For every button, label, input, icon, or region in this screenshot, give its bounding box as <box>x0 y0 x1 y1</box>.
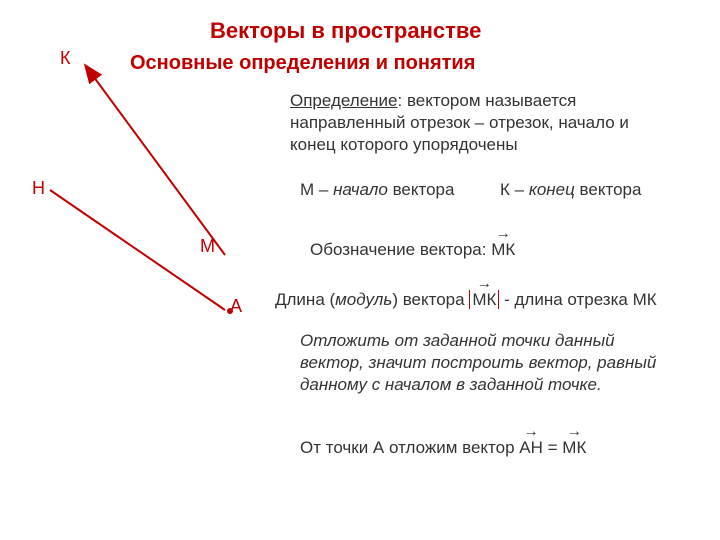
label-K: К <box>60 48 71 69</box>
label-M: М <box>200 236 215 257</box>
page-title: Векторы в пространстве <box>210 18 481 44</box>
vector-MK-final: МК <box>562 438 586 458</box>
segment-HA <box>50 190 225 310</box>
length-row: Длина (модуль) вектора МК - длина отрезк… <box>275 290 657 310</box>
def-word: Определение: вектором называется <box>290 91 576 110</box>
vector-layer <box>0 0 720 540</box>
modulus-MK: МК <box>469 290 499 309</box>
definition-block: Определение: вектором называется направл… <box>290 90 629 156</box>
vector-MK <box>85 65 225 255</box>
vector-notation-MK: МК <box>491 240 515 260</box>
slide-canvas: Векторы в пространстве Основные определе… <box>0 0 720 540</box>
notation-row: Обозначение вектора: МК <box>310 240 515 260</box>
label-H: Н <box>32 178 45 199</box>
vector-AH: АН <box>519 438 543 458</box>
m-start: М – начало вектора <box>300 180 454 200</box>
final-row: От точки А отложим вектор АН = МК <box>300 438 586 458</box>
lay-block: Отложить от заданной точки данный вектор… <box>300 330 656 396</box>
k-end: К – конец вектора <box>500 180 641 200</box>
page-subtitle: Основные определения и понятия <box>130 52 475 75</box>
label-A: А <box>230 296 242 317</box>
